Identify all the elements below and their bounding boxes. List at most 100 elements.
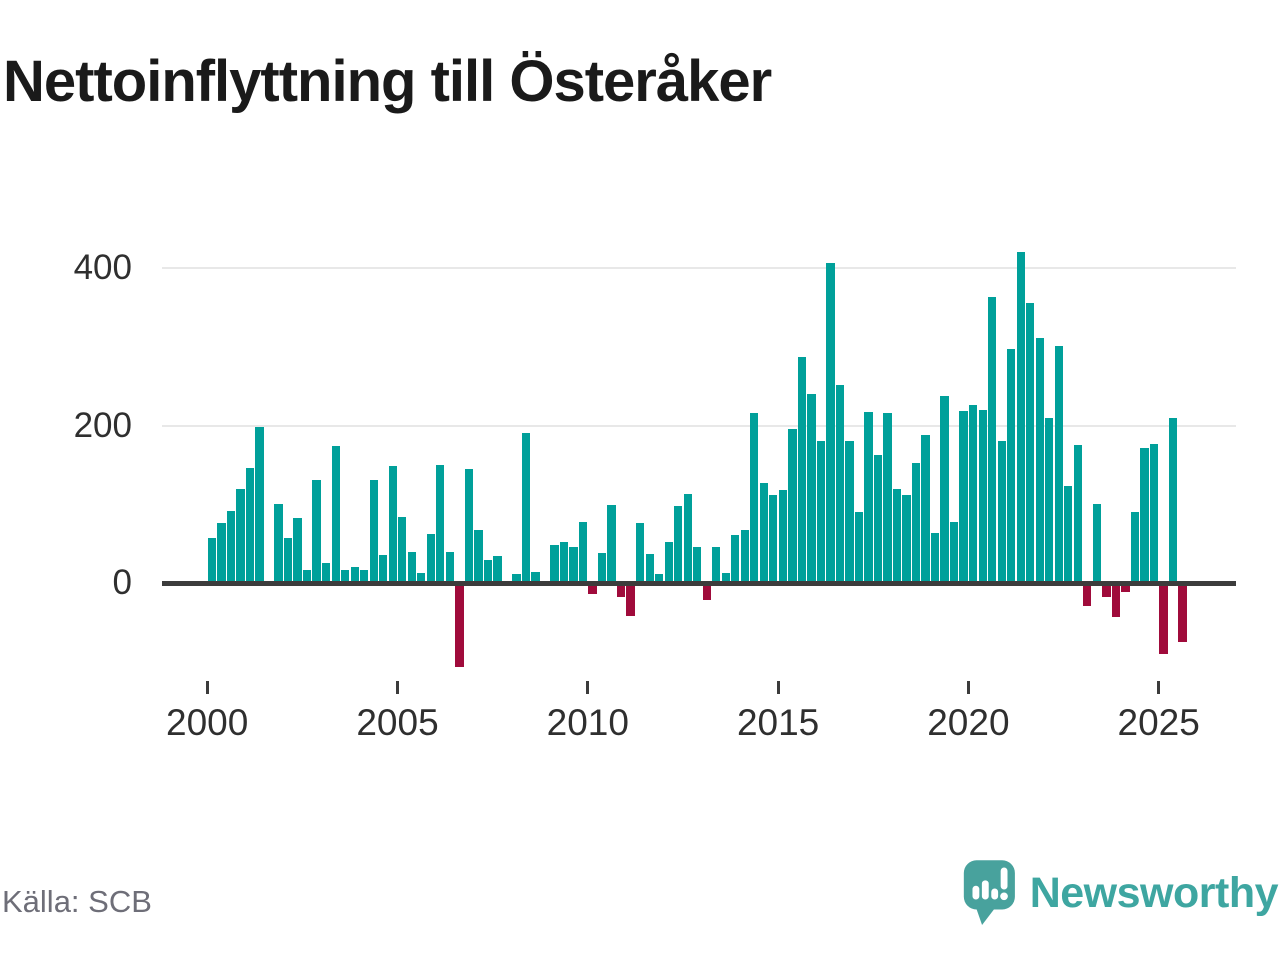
bar-2013Q3 xyxy=(721,572,730,583)
bar-2015Q1 xyxy=(778,490,788,583)
x-tick xyxy=(776,681,780,694)
bar-2020Q3 xyxy=(988,297,997,583)
bar-2014Q1 xyxy=(740,530,749,583)
bar-2014Q2 xyxy=(750,412,759,583)
bar-2010Q3 xyxy=(607,505,616,583)
bar-2006Q2 xyxy=(445,551,454,583)
bar-2022Q1 xyxy=(1045,417,1054,583)
bar-2016Q3 xyxy=(835,384,845,583)
bar-2025Q3 xyxy=(1178,583,1187,643)
bar-2005Q2 xyxy=(407,551,416,583)
x-tick-label: 2000 xyxy=(166,702,249,743)
bar-2007Q2 xyxy=(483,560,493,583)
bar-2022Q3 xyxy=(1064,486,1073,583)
bar-2011Q4 xyxy=(655,574,664,583)
bar-2002Q3 xyxy=(302,569,312,583)
bar-2002Q2 xyxy=(293,518,302,583)
bar-2015Q2 xyxy=(788,429,797,583)
bar-2000Q2 xyxy=(217,523,226,583)
y-tick-label: 200 xyxy=(73,405,132,445)
bar-2025Q2 xyxy=(1168,417,1178,583)
bar-2012Q2 xyxy=(674,505,683,583)
gridline-400 xyxy=(162,267,1236,269)
bar-2012Q1 xyxy=(664,542,673,583)
bar-2021Q1 xyxy=(1007,349,1016,583)
bar-2003Q3 xyxy=(341,569,350,583)
bar-2008Q2 xyxy=(521,433,531,583)
bar-2012Q3 xyxy=(683,494,692,583)
bar-2014Q3 xyxy=(759,483,768,583)
bar-2006Q1 xyxy=(436,464,445,583)
bar-2014Q4 xyxy=(769,494,778,583)
bar-2016Q4 xyxy=(845,441,854,584)
bar-2017Q2 xyxy=(864,412,873,583)
bar-2010Q4 xyxy=(616,583,626,598)
bar-2007Q3 xyxy=(493,556,502,583)
bar-2021Q2 xyxy=(1016,252,1025,584)
bar-2011Q1 xyxy=(626,583,635,617)
bar-2013Q4 xyxy=(731,535,740,583)
bar-2002Q4 xyxy=(312,479,321,583)
x-tick-label: 2005 xyxy=(356,702,439,743)
bar-2019Q3 xyxy=(949,521,959,583)
bar-2004Q2 xyxy=(369,479,378,583)
bar-2000Q4 xyxy=(236,488,245,583)
source-note: Källa: SCB xyxy=(2,884,152,919)
bar-2021Q4 xyxy=(1035,338,1044,583)
bar-2017Q3 xyxy=(873,455,883,583)
bar-2011Q2 xyxy=(635,523,645,583)
x-tick-label: 2010 xyxy=(546,702,629,743)
chart-title: Nettoinflyttning till Österåker xyxy=(3,49,772,114)
bar-2016Q2 xyxy=(826,263,835,583)
bar-2023Q4 xyxy=(1111,583,1121,617)
bar-2019Q4 xyxy=(959,411,968,583)
newsworthy-logo: Newsworthy xyxy=(962,855,1279,940)
bar-2018Q1 xyxy=(892,488,902,583)
bar-2001Q2 xyxy=(255,427,264,583)
bar-2004Q1 xyxy=(360,570,369,583)
bar-2016Q1 xyxy=(816,440,826,583)
bar-2019Q2 xyxy=(940,395,949,583)
bar-2004Q4 xyxy=(388,465,397,583)
newsworthy-logo-text: Newsworthy xyxy=(1029,869,1279,917)
bar-2010Q1 xyxy=(588,583,597,594)
bar-2003Q2 xyxy=(331,446,340,583)
bar-2015Q3 xyxy=(797,357,807,583)
bar-2023Q3 xyxy=(1102,583,1111,598)
bar-2003Q1 xyxy=(321,563,331,583)
bar-2022Q4 xyxy=(1073,445,1082,583)
bar-2022Q2 xyxy=(1054,346,1063,583)
bar-2011Q3 xyxy=(645,553,654,583)
gridline-200 xyxy=(162,424,1236,427)
x-tick-label: 2015 xyxy=(736,702,820,743)
bar-2013Q1 xyxy=(702,583,711,601)
bar-2012Q4 xyxy=(693,546,702,583)
bar-2017Q4 xyxy=(883,412,892,583)
x-tick xyxy=(1157,681,1161,694)
bar-2009Q3 xyxy=(569,546,578,583)
x-tick xyxy=(396,681,399,694)
bar-2008Q3 xyxy=(531,572,540,583)
bar-2020Q1 xyxy=(969,405,978,583)
bar-2019Q1 xyxy=(930,532,940,583)
x-tick xyxy=(205,681,209,694)
bar-2001Q1 xyxy=(245,468,255,583)
bar-2024Q1 xyxy=(1121,583,1130,593)
bar-2009Q4 xyxy=(578,522,588,583)
bar-2009Q2 xyxy=(559,542,569,583)
bar-2002Q1 xyxy=(283,538,293,583)
bar-2017Q1 xyxy=(854,512,864,583)
bar-2010Q2 xyxy=(597,553,607,583)
bar-2000Q1 xyxy=(207,538,217,583)
bar-2023Q1 xyxy=(1083,583,1092,606)
bar-2025Q1 xyxy=(1159,583,1168,654)
y-tick-label: 0 xyxy=(112,563,132,602)
newsworthy-logo-icon xyxy=(963,860,1015,926)
y-tick-label: 400 xyxy=(73,248,132,287)
bar-2024Q2 xyxy=(1130,512,1140,583)
bar-2015Q4 xyxy=(807,394,816,583)
bar-2006Q4 xyxy=(464,468,474,583)
bar-2021Q3 xyxy=(1026,303,1035,583)
